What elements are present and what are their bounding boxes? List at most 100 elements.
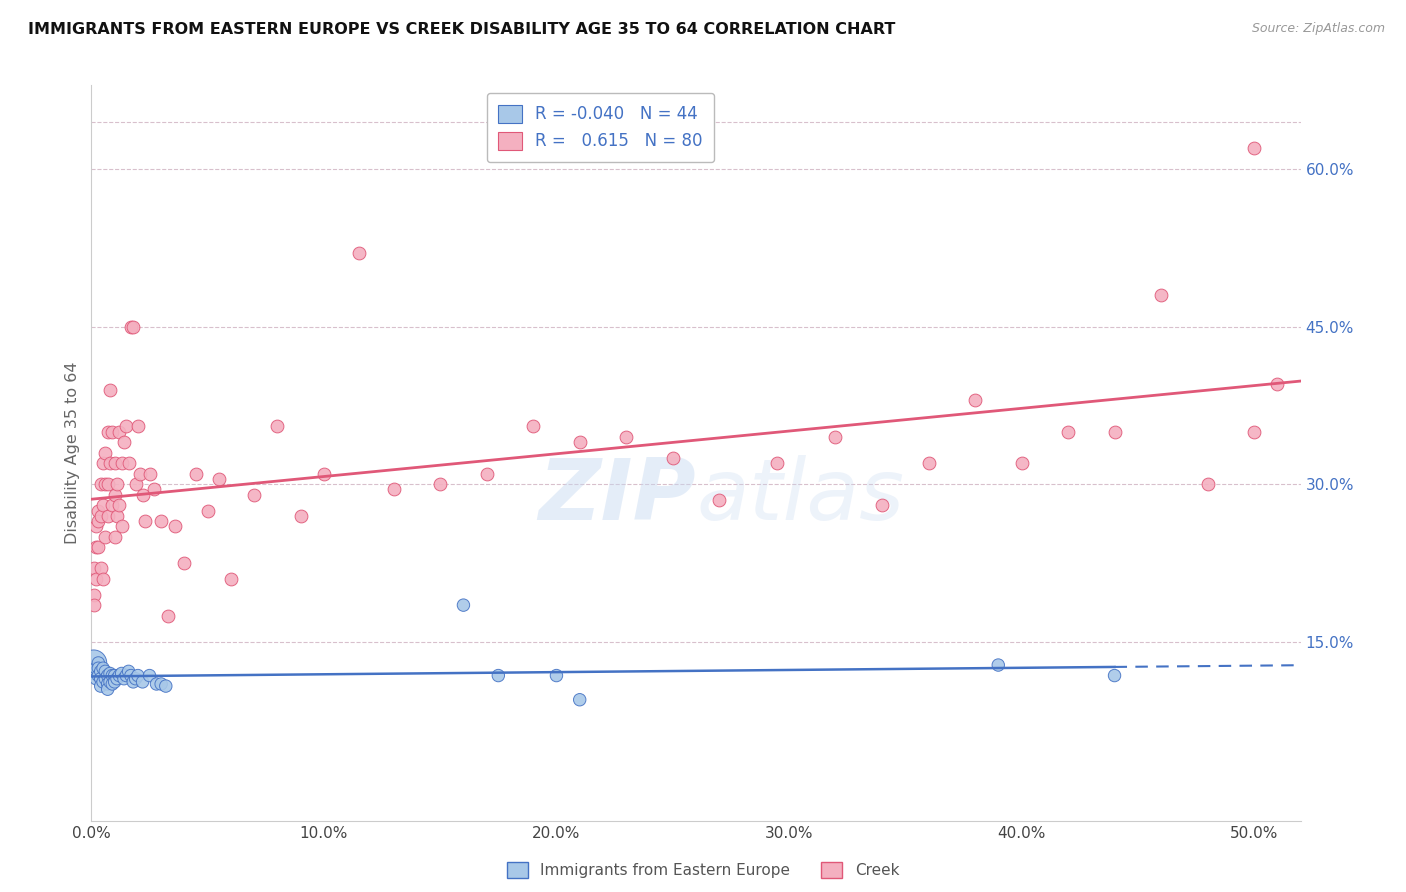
Point [1011, 456, 1033, 470]
Point [117, 665, 139, 679]
Point [122, 319, 145, 334]
Point [1104, 668, 1126, 682]
Point [127, 668, 149, 682]
Point [94, 530, 117, 544]
Point [97, 477, 120, 491]
Point [870, 498, 893, 512]
Point [94, 477, 117, 491]
Point [97, 668, 120, 682]
Point [290, 508, 312, 523]
Point [312, 467, 335, 481]
Point [91, 456, 114, 470]
Point [111, 519, 132, 533]
Point [90, 672, 112, 686]
Point [766, 456, 789, 470]
Point [124, 672, 146, 686]
Point [104, 668, 127, 682]
Point [522, 419, 544, 434]
Point [347, 246, 370, 260]
Point [243, 488, 266, 502]
Point [429, 477, 451, 491]
Point [1057, 425, 1080, 439]
Point [129, 467, 152, 481]
Point [546, 668, 568, 682]
Point [987, 658, 1010, 673]
Point [122, 674, 145, 689]
Point [104, 488, 127, 502]
Point [111, 456, 132, 470]
Point [614, 430, 637, 444]
Point [143, 483, 166, 497]
Point [208, 472, 231, 486]
Point [197, 503, 219, 517]
Point [108, 668, 131, 682]
Point [87, 668, 110, 682]
Point [98, 666, 121, 681]
Point [111, 666, 132, 681]
Point [112, 672, 135, 686]
Point [963, 393, 986, 408]
Point [94, 446, 117, 460]
Point [1243, 141, 1265, 155]
Point [105, 477, 128, 491]
Point [1150, 288, 1173, 302]
Point [90, 679, 112, 693]
Point [824, 430, 846, 444]
Point [94, 665, 117, 679]
Point [145, 677, 167, 691]
Point [157, 608, 180, 623]
Point [87, 656, 110, 670]
Point [115, 419, 138, 434]
Point [101, 668, 124, 682]
Point [917, 456, 939, 470]
Point [1104, 425, 1126, 439]
Point [104, 456, 127, 470]
Point [90, 665, 112, 679]
Point [475, 467, 498, 481]
Point [108, 498, 131, 512]
Point [98, 383, 121, 397]
Point [83, 656, 105, 670]
Point [104, 674, 127, 689]
Point [94, 672, 117, 686]
Text: atlas: atlas [696, 455, 904, 539]
Point [83, 588, 105, 602]
Point [87, 514, 110, 528]
Point [1197, 477, 1219, 491]
Point [104, 530, 127, 544]
Point [134, 514, 156, 528]
Point [97, 682, 120, 697]
Point [101, 677, 124, 691]
Point [138, 467, 160, 481]
Point [138, 668, 160, 682]
Text: Source: ZipAtlas.com: Source: ZipAtlas.com [1251, 22, 1385, 36]
Point [219, 572, 242, 586]
Point [98, 456, 121, 470]
Point [101, 425, 124, 439]
Point [382, 483, 405, 497]
Point [90, 508, 112, 523]
Point [165, 519, 187, 533]
Point [91, 674, 114, 689]
Point [117, 456, 139, 470]
Point [97, 425, 120, 439]
Point [87, 503, 110, 517]
Point [155, 679, 177, 693]
Point [91, 498, 114, 512]
Point [131, 488, 153, 502]
Point [97, 508, 120, 523]
Point [84, 572, 107, 586]
Point [115, 668, 138, 682]
Point [453, 598, 475, 612]
Point [105, 672, 128, 686]
Point [91, 661, 114, 675]
Point [87, 661, 110, 675]
Point [568, 435, 591, 450]
Y-axis label: Disability Age 35 to 64: Disability Age 35 to 64 [65, 361, 80, 544]
Text: IMMIGRANTS FROM EASTERN EUROPE VS CREEK DISABILITY AGE 35 TO 64 CORRELATION CHAR: IMMIGRANTS FROM EASTERN EUROPE VS CREEK … [28, 22, 896, 37]
Point [1265, 377, 1288, 392]
Point [84, 541, 107, 555]
Point [1243, 425, 1265, 439]
Text: ZIP: ZIP [538, 455, 696, 539]
Point [120, 319, 142, 334]
